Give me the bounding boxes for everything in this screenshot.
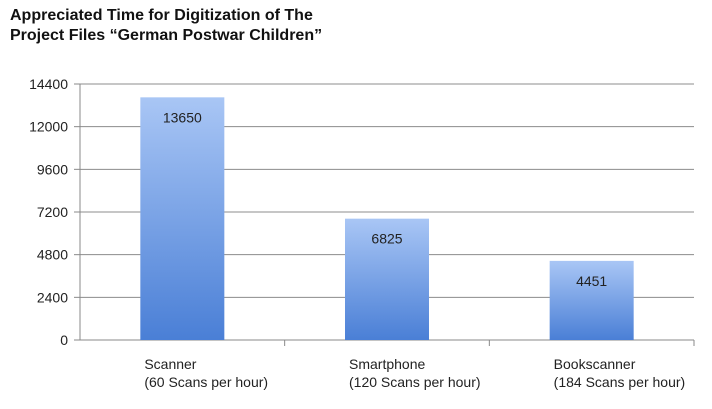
y-tick-label: 14400	[29, 76, 68, 92]
bar	[549, 260, 634, 340]
chart-title-line-2: Project Files “German Postwar Children”	[10, 27, 323, 44]
data-label: 4451	[576, 273, 607, 289]
x-category-sublabel: (120 Scans per hour)	[349, 374, 481, 390]
y-axis: 0 2400 4800 7200 9600 12000 14400	[29, 76, 81, 348]
x-category-sublabel: (184 Scans per hour)	[554, 374, 686, 390]
y-tick-label: 9600	[37, 161, 68, 177]
x-category-label: Scanner	[144, 356, 196, 372]
bar	[140, 97, 225, 340]
x-category-sublabel: (60 Scans per hour)	[144, 374, 268, 390]
chart-title-line-1: Appreciated Time for Digitization of The	[10, 7, 313, 24]
x-category-label: Bookscanner	[554, 356, 636, 372]
chart-title: Appreciated Time for Digitization of The…	[10, 6, 510, 46]
bars: 13650 6825 4451	[140, 97, 634, 340]
x-axis: Scanner (60 Scans per hour) Smartphone (120…	[144, 340, 695, 390]
y-tick-label: 0	[60, 332, 68, 348]
y-tick-label: 12000	[29, 119, 68, 135]
y-tick-label: 2400	[37, 289, 68, 305]
bar	[345, 218, 429, 340]
y-tick-label: 7200	[37, 204, 68, 220]
data-label: 6825	[371, 231, 402, 247]
y-tick-label: 4800	[37, 247, 68, 263]
data-label: 13650	[163, 109, 202, 125]
x-category-label: Smartphone	[349, 356, 425, 372]
